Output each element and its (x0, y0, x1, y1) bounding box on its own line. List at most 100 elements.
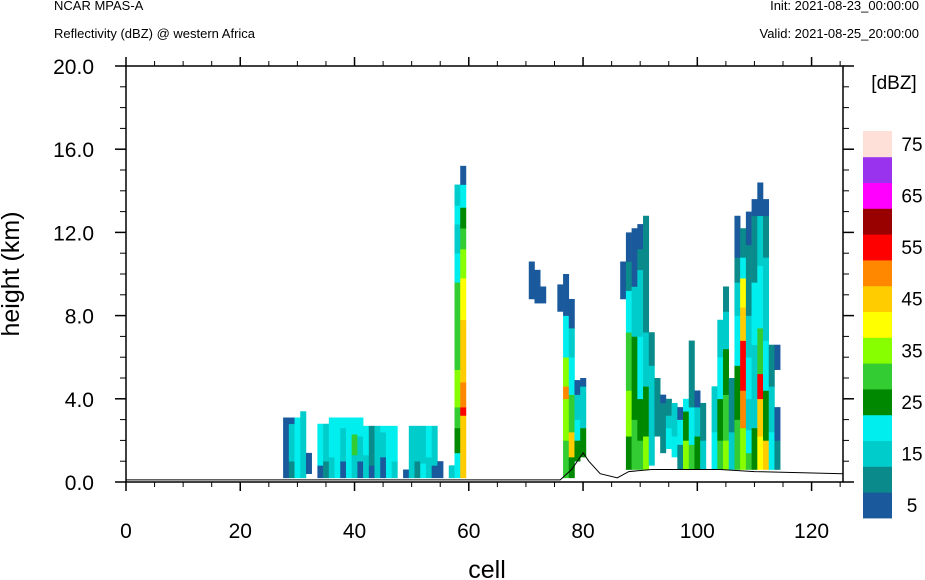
reflectivity-cells (283, 165, 781, 479)
reflectivity-cell (723, 311, 730, 350)
colorbar-swatch (863, 260, 892, 287)
reflectivity-cell (700, 440, 707, 470)
y-tick-label: 20.0 (53, 56, 94, 79)
colorbar-swatch (863, 131, 892, 158)
reflectivity-cell (757, 182, 764, 217)
colorbar-swatch (863, 414, 892, 441)
reflectivity-cell (351, 434, 358, 456)
reflectivity-cell (340, 427, 347, 462)
reflectivity-cell (745, 211, 752, 246)
reflectivity-cell (631, 286, 638, 337)
reflectivity-cell (625, 232, 632, 262)
field-label: Reflectivity (dBZ) @ western Africa (54, 26, 256, 41)
colorbar-label: 5 (907, 496, 918, 517)
reflectivity-cell (363, 454, 370, 479)
x-tick-label: 120 (794, 520, 829, 543)
reflectivity-cell (454, 282, 461, 316)
reflectivity-cell (745, 244, 752, 316)
reflectivity-cell (460, 319, 467, 383)
reflectivity-cell (460, 415, 467, 454)
reflectivity-cell (340, 461, 347, 479)
reflectivity-cell (683, 398, 690, 412)
reflectivity-cell (745, 398, 752, 431)
init-time: Init: 2021-08-23_00:00:00 (770, 0, 919, 13)
reflectivity-cell (625, 290, 632, 333)
x-axis-title: cell (468, 556, 506, 580)
reflectivity-cell (385, 425, 392, 479)
colorbar-swatch (863, 466, 892, 493)
reflectivity-cell (694, 407, 701, 437)
reflectivity-cell (340, 417, 347, 429)
reflectivity-cell (568, 394, 575, 433)
y-tick-label: 8.0 (65, 306, 94, 329)
reflectivity-cell (625, 436, 632, 470)
reflectivity-cell (740, 340, 747, 391)
reflectivity-cell (528, 261, 535, 300)
reflectivity-cell (631, 336, 638, 379)
reflectivity-cell (637, 224, 644, 250)
reflectivity-cell (408, 425, 415, 479)
reflectivity-cell (688, 340, 695, 408)
reflectivity-cell (568, 298, 575, 329)
reflectivity-cell (643, 274, 650, 333)
reflectivity-cell (654, 378, 661, 437)
reflectivity-cell (757, 215, 764, 266)
y-tick-label: 4.0 (65, 389, 94, 412)
reflectivity-cell (425, 457, 432, 479)
reflectivity-cell (345, 417, 352, 479)
reflectivity-cell (625, 390, 632, 437)
reflectivity-cell (717, 319, 724, 358)
reflectivity-cell (460, 278, 467, 321)
reflectivity-cell (380, 432, 387, 458)
colorbar-swatch (863, 156, 892, 183)
reflectivity-cell (454, 253, 461, 283)
reflectivity-cell (283, 427, 290, 479)
reflectivity-cell (768, 432, 775, 470)
reflectivity-cell (711, 432, 718, 470)
reflectivity-cell (717, 357, 724, 400)
reflectivity-cell (568, 457, 575, 479)
reflectivity-cell (334, 417, 341, 479)
reflectivity-cell (323, 461, 330, 479)
x-tick-label: 100 (680, 520, 715, 543)
reflectivity-cell (403, 469, 410, 479)
reflectivity-cell (763, 390, 770, 441)
reflectivity-cell (368, 465, 375, 479)
reflectivity-cell (557, 284, 564, 312)
reflectivity-cell (448, 465, 455, 479)
y-tick-label: 16.0 (53, 139, 94, 162)
reflectivity-cell (288, 417, 295, 425)
reflectivity-cell (563, 315, 570, 358)
colorbar-label: 75 (901, 135, 922, 156)
reflectivity-cell (665, 398, 672, 416)
axis-ticks (115, 57, 854, 491)
reflectivity-cell (774, 440, 781, 470)
reflectivity-cell (637, 440, 644, 470)
colorbar-swatch (863, 234, 892, 261)
reflectivity-cell (728, 378, 735, 433)
reflectivity-cell (317, 423, 324, 466)
reflectivity-cell (745, 430, 752, 441)
colorbar-swatch (863, 363, 892, 390)
reflectivity-cell (288, 461, 295, 479)
reflectivity-cell (454, 224, 461, 254)
reflectivity-cell (300, 417, 307, 479)
reflectivity-cell (734, 257, 741, 283)
x-tick-label: 20 (229, 520, 252, 543)
reflectivity-cell (751, 344, 758, 379)
colorbar-swatch (863, 208, 892, 235)
reflectivity-cell (643, 215, 650, 275)
reflectivity-cell (534, 269, 541, 304)
y-tick-label: 12.0 (53, 222, 94, 245)
reflectivity-cell (723, 286, 730, 312)
y-tick-label: 0.0 (65, 472, 94, 495)
colorbar: 5 15 25 35 45 55 65 75 (863, 131, 923, 519)
reflectivity-cell (380, 457, 387, 479)
reflectivity-cell (774, 407, 781, 441)
reflectivity-cell (763, 215, 770, 258)
reflectivity-cell (757, 436, 764, 470)
reflectivity-cell (420, 425, 427, 464)
reflectivity-cell (351, 417, 358, 435)
colorbar-label: 15 (901, 445, 922, 466)
reflectivity-cell (643, 386, 650, 437)
